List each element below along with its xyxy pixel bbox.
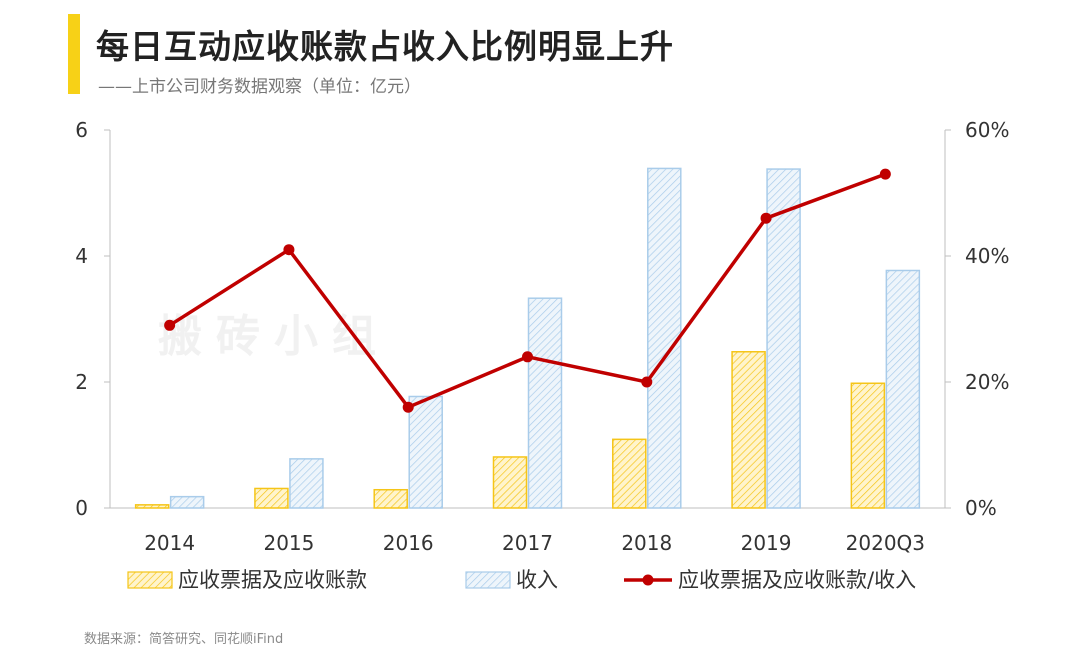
chart-title: 每日互动应收账款占收入比例明显上升 xyxy=(96,27,674,66)
legend-swatch-revenue xyxy=(465,571,511,589)
bar-receivables xyxy=(850,382,886,509)
bar-revenue xyxy=(527,297,563,509)
legend-label-ratio: 应收票据及应收账款/收入 xyxy=(678,568,916,592)
ratio-point xyxy=(283,244,295,256)
y-left-tick-label: 0 xyxy=(75,496,88,520)
x-tick-label: 2018 xyxy=(621,531,672,555)
bar-revenue xyxy=(647,167,682,509)
legend-swatch-ratio-point xyxy=(642,574,654,586)
x-tick-label: 2014 xyxy=(144,531,195,555)
y-left-tick-label: 4 xyxy=(75,244,88,268)
x-tick-label: 2019 xyxy=(741,531,792,555)
bars xyxy=(134,167,921,509)
y-right-tick-label: 20% xyxy=(965,370,1009,394)
bar-revenue xyxy=(289,458,324,509)
bar-receivables xyxy=(492,456,528,509)
bar-receivables xyxy=(254,487,289,509)
data-source-note: 数据来源：简答研究、同花顺iFind xyxy=(84,632,284,647)
bar-receivables xyxy=(731,351,766,509)
y-left-tick-label: 6 xyxy=(75,118,88,142)
ratio-point xyxy=(402,401,414,413)
x-tick-label: 2017 xyxy=(502,531,553,555)
y-right-tick-label: 60% xyxy=(965,118,1009,142)
legend-swatch-receivables xyxy=(127,571,173,589)
bar-revenue xyxy=(885,269,921,509)
legend-label-revenue: 收入 xyxy=(516,568,558,592)
ratio-point xyxy=(641,376,653,388)
x-tick-label: 2020Q3 xyxy=(846,531,925,555)
bar-receivables xyxy=(134,504,170,509)
title-accent-bar xyxy=(68,14,80,94)
bar-revenue xyxy=(169,495,205,509)
ratio-point xyxy=(164,319,176,331)
x-tick-label: 2016 xyxy=(383,531,434,555)
ratio-point xyxy=(879,168,891,180)
ratio-point xyxy=(522,351,533,363)
y-left-tick-label: 2 xyxy=(75,370,88,394)
ratio-line-layer xyxy=(164,168,891,413)
bar-receivables xyxy=(612,438,647,509)
bar-revenue xyxy=(766,168,801,509)
x-tick-label: 2015 xyxy=(263,531,314,555)
legend: 应收票据及应收账款 收入 应收票据及应收账款/收入 xyxy=(127,568,916,592)
chart-subtitle: ——上市公司财务数据观察（单位：亿元） xyxy=(98,77,421,97)
bar-revenue xyxy=(408,395,443,509)
ratio-point xyxy=(760,212,772,224)
y-right-tick-label: 40% xyxy=(965,244,1009,268)
y-right-tick-label: 0% xyxy=(965,496,997,520)
bar-receivables xyxy=(373,488,408,509)
axes xyxy=(104,129,951,509)
legend-label-receivables: 应收票据及应收账款 xyxy=(178,568,367,592)
